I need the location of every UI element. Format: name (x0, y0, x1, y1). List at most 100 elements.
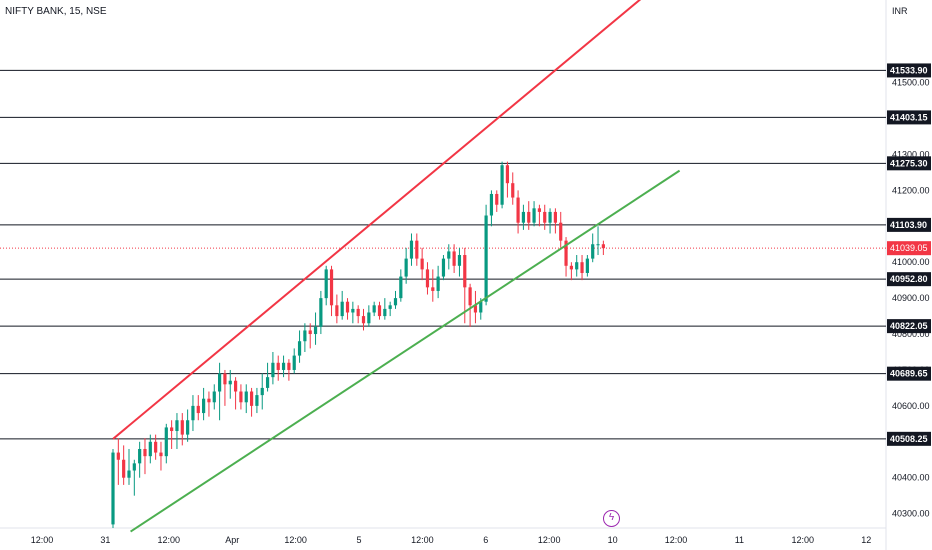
candle-9 (159, 441, 163, 471)
candle-42 (335, 294, 339, 324)
candle-body (324, 269, 328, 299)
candle-body (186, 420, 190, 435)
candle-62 (441, 255, 446, 281)
candle-56 (409, 233, 414, 266)
x-tick-label: 10 (608, 535, 618, 545)
candle-body (484, 215, 488, 302)
candle-16 (196, 395, 200, 421)
candle-body (377, 305, 382, 317)
candle-80 (537, 204, 541, 227)
candle-body (468, 287, 472, 306)
candle-2 (122, 445, 126, 485)
candle-body (580, 262, 584, 273)
candle-body (409, 240, 414, 259)
candle-34 (292, 348, 296, 374)
candle-body (457, 255, 462, 266)
current-price-label: 41039.05 (887, 241, 931, 256)
candle-36 (303, 323, 307, 352)
candle-body (265, 377, 270, 388)
x-tick-label: 6 (483, 535, 488, 545)
candle-1 (116, 438, 120, 485)
candle-body (276, 362, 280, 370)
candle-body (601, 244, 605, 249)
candle-20 (218, 362, 222, 421)
candle-body (154, 441, 158, 453)
candle-body (138, 448, 142, 464)
candle-60 (431, 269, 435, 302)
level-label: 40689.65 (890, 369, 928, 379)
x-tick-label: 12:00 (158, 535, 181, 545)
y-tick-label: 40600.00 (892, 401, 930, 411)
candle-body (463, 255, 467, 288)
candle-body (404, 258, 408, 277)
y-tick-label: 41000.00 (892, 257, 930, 267)
candle-body (505, 165, 510, 184)
candle-body (553, 211, 557, 223)
x-tick-label: 12:00 (284, 535, 307, 545)
candle-body (287, 362, 291, 370)
candle-26 (249, 387, 254, 417)
candle-50 (377, 301, 382, 320)
candle-17 (202, 387, 206, 421)
chart-title: NIFTY BANK, 15, NSE (5, 6, 107, 17)
candle-body (223, 373, 227, 385)
candle-body (303, 330, 307, 342)
candle-79 (532, 201, 536, 227)
level-label: 41103.90 (890, 220, 927, 230)
candle-body (447, 251, 451, 259)
candle-body (415, 240, 419, 259)
lightning-icon[interactable]: ϟ (603, 510, 620, 527)
candle-body (207, 398, 211, 403)
candle-13 (180, 413, 184, 446)
candle-body (122, 459, 126, 478)
trend-channels (112, 0, 681, 533)
candle-47 (361, 308, 366, 331)
x-tick-label: 12:00 (411, 535, 434, 545)
level-label-box (887, 156, 931, 171)
candle-28 (260, 373, 264, 410)
candle-body (495, 193, 499, 205)
candle-10 (164, 423, 168, 464)
x-tick-label: 5 (356, 535, 361, 545)
candle-83 (553, 208, 557, 234)
candle-body (356, 308, 360, 317)
candle-body (489, 193, 494, 216)
candles (111, 161, 605, 528)
candle-4 (132, 459, 136, 496)
level-label: 41275.30 (890, 158, 928, 168)
candle-33 (287, 359, 291, 381)
candle-body (281, 362, 286, 370)
candle-body (329, 269, 334, 306)
candle-8 (154, 434, 158, 460)
level-label-box (887, 366, 931, 381)
candle-86 (569, 262, 573, 281)
candle-body (436, 276, 440, 291)
x-tick-label: 12:00 (538, 535, 561, 545)
upper-channel-line (112, 0, 642, 440)
candle-11 (170, 420, 174, 449)
candle-87 (575, 255, 579, 277)
candle-76 (516, 190, 520, 234)
candle-body (596, 244, 600, 246)
y-tick-label: 40400.00 (892, 473, 930, 483)
candle-24 (239, 384, 243, 410)
candle-74 (505, 161, 510, 198)
candle-90 (591, 233, 595, 263)
candle-22 (228, 369, 232, 399)
candle-body (255, 395, 259, 406)
candle-body (132, 463, 136, 471)
level-label: 41533.90 (890, 65, 928, 75)
candle-71 (489, 190, 494, 227)
candle-body (527, 211, 531, 223)
candle-body (399, 276, 403, 299)
candle-64 (452, 244, 456, 273)
candle-35 (297, 330, 302, 363)
candle-73 (500, 161, 504, 209)
candle-body (233, 380, 238, 392)
candle-37 (308, 323, 312, 349)
candle-body (164, 427, 168, 457)
candle-body (351, 308, 355, 313)
horizontal-levels (0, 69, 886, 440)
candle-21 (223, 369, 227, 406)
